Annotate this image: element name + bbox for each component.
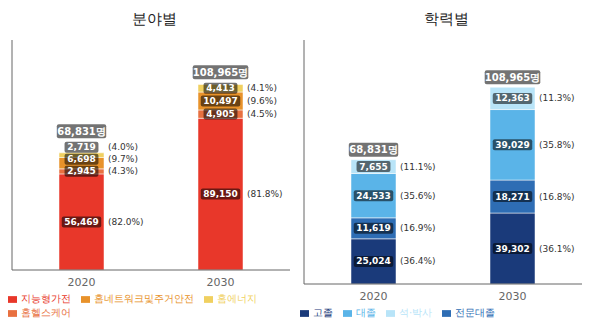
svg-text:24,533: 24,533: [356, 191, 391, 201]
svg-text:(35.6%): (35.6%): [400, 191, 436, 201]
html-text:석·박사: 석·박사: [399, 307, 433, 318]
html-text:지능형가전: 지능형가전: [21, 293, 71, 304]
svg-text:2030: 2030: [499, 290, 527, 303]
html-text:학력별: 학력별: [423, 10, 469, 28]
svg-text:(4.0%): (4.0%): [108, 142, 138, 152]
svg-text:56,469: 56,469: [64, 217, 99, 227]
html-text:전문대졸: 전문대졸: [455, 307, 496, 318]
svg-text:(9.7%): (9.7%): [108, 154, 138, 164]
svg-text:4,413: 4,413: [206, 83, 234, 93]
svg-text:39,029: 39,029: [495, 140, 530, 150]
svg-text:(16.9%): (16.9%): [400, 223, 436, 233]
svg-text:(36.1%): (36.1%): [539, 244, 575, 254]
html-text:고졸: 고졸: [313, 307, 333, 318]
svg-text:(82.0%): (82.0%): [108, 217, 144, 227]
svg-text:(4.5%): (4.5%): [247, 109, 277, 119]
svg-text:7,655: 7,655: [359, 162, 387, 172]
svg-text:(36.4%): (36.4%): [400, 256, 436, 266]
svg-text:108,965명: 108,965명: [485, 72, 541, 83]
html-text:홈에너지: 홈에너지: [217, 293, 257, 304]
svg-text:2,719: 2,719: [67, 142, 95, 152]
html-text:대졸: 대졸: [356, 307, 376, 318]
svg-text:39,302: 39,302: [495, 244, 530, 254]
svg-text:68,831명: 68,831명: [57, 126, 106, 137]
svg-text:(11.1%): (11.1%): [400, 162, 436, 172]
html-text:홈헬스케어: 홈헬스케어: [21, 307, 71, 318]
svg-text:108,965명: 108,965명: [193, 67, 249, 78]
svg-text:18,271: 18,271: [495, 192, 530, 202]
svg-text:2,945: 2,945: [67, 166, 95, 176]
svg-text:(9.6%): (9.6%): [247, 96, 277, 106]
svg-text:(4.1%): (4.1%): [247, 83, 277, 93]
svg-text:6,698: 6,698: [67, 154, 95, 164]
svg-text:12,363: 12,363: [495, 93, 530, 103]
svg-text:2030: 2030: [207, 276, 235, 289]
svg-text:4,905: 4,905: [206, 109, 234, 119]
html-text:홈네트워크및주거안전: 홈네트워크및주거안전: [94, 293, 194, 304]
svg-text:(4.3%): (4.3%): [108, 166, 138, 176]
svg-text:(16.8%): (16.8%): [539, 192, 575, 202]
svg-text:(81.8%): (81.8%): [247, 189, 283, 199]
svg-text:89,150: 89,150: [203, 189, 238, 199]
svg-text:(35.8%): (35.8%): [539, 140, 575, 150]
svg-text:(11.3%): (11.3%): [539, 93, 575, 103]
svg-text:25,024: 25,024: [356, 256, 391, 266]
svg-text:2020: 2020: [68, 276, 96, 289]
html-text:분야별: 분야별: [131, 10, 177, 28]
svg-text:68,831명: 68,831명: [349, 144, 398, 155]
svg-text:11,619: 11,619: [356, 223, 391, 233]
svg-text:10,497: 10,497: [203, 96, 238, 106]
svg-text:2020: 2020: [360, 290, 388, 303]
